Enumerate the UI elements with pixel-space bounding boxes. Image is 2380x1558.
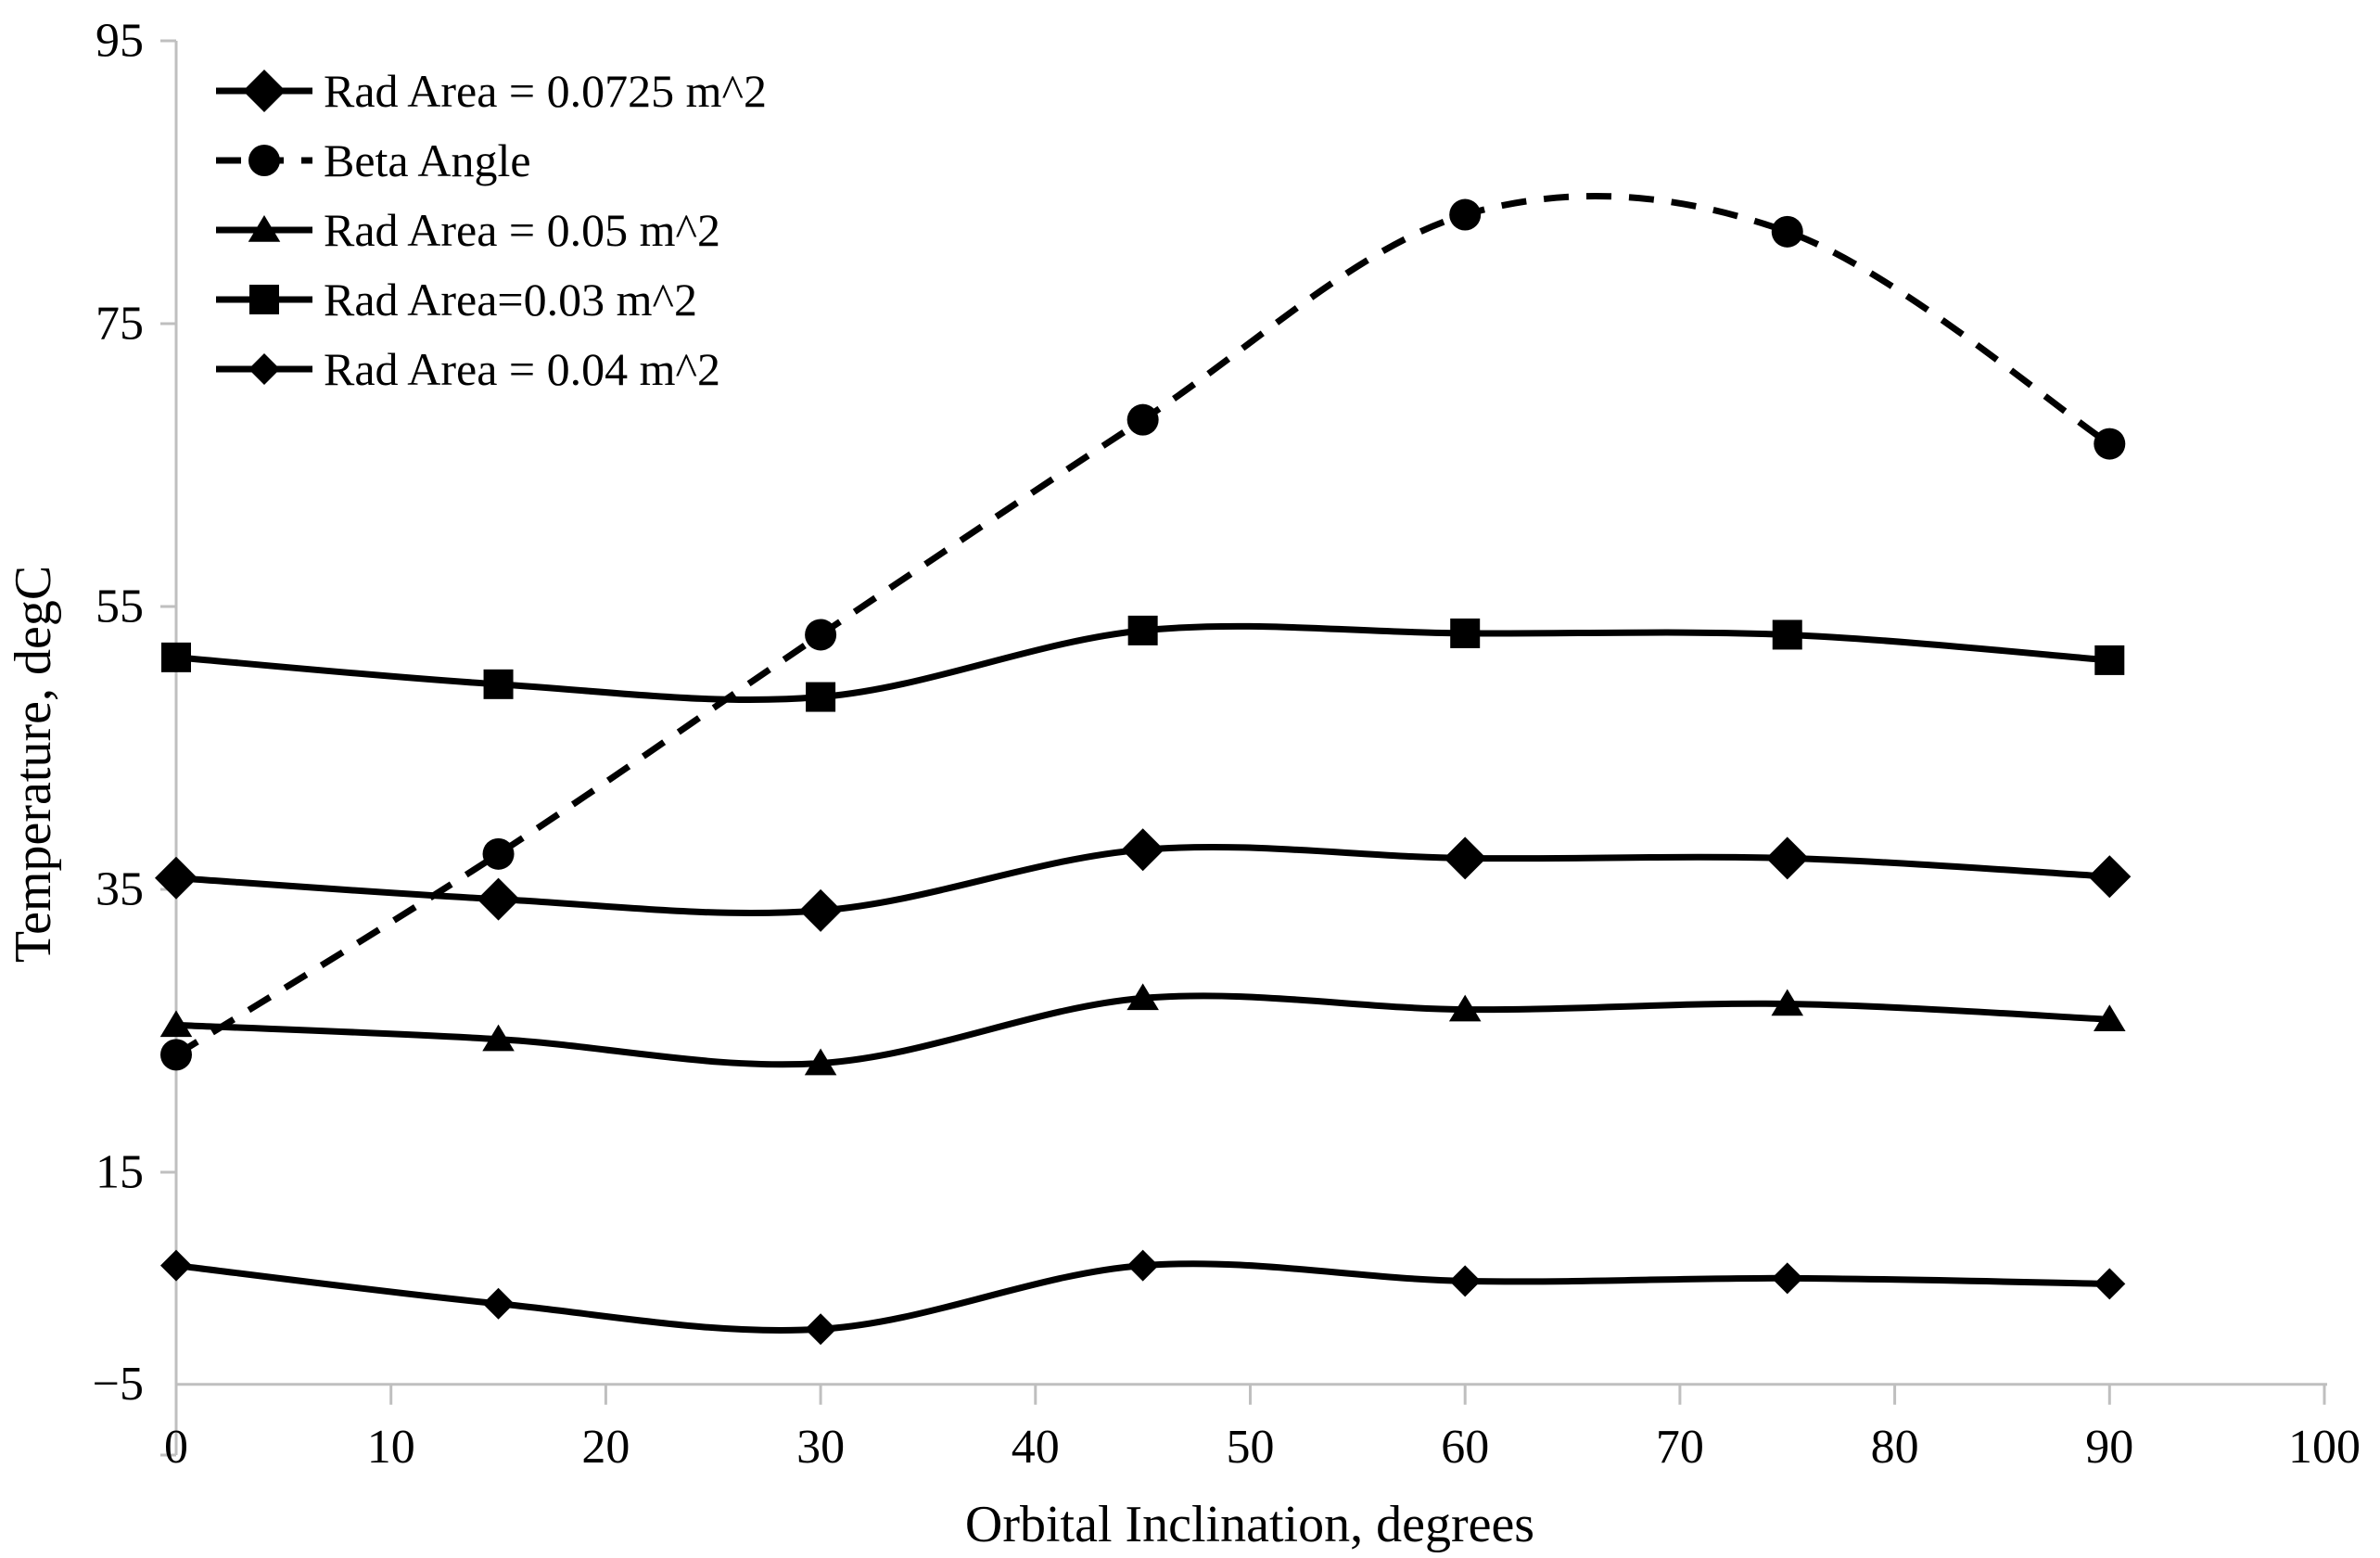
y-tick-label: 75 <box>95 297 144 350</box>
y-tick-label: 55 <box>95 580 144 632</box>
square-marker <box>1450 618 1481 648</box>
circle-marker <box>248 145 280 176</box>
triangle-marker <box>1448 994 1482 1022</box>
legend-label: Rad Area = 0.0725 m^2 <box>324 65 767 117</box>
series-beta-angle <box>160 193 2126 1071</box>
x-tick-label: 40 <box>1012 1421 1060 1474</box>
axes: 95 75 55 35 15 −5 0 10 20 30 40 50 60 70 80 90 100 <box>93 14 2361 1474</box>
triangle-marker <box>804 1048 837 1076</box>
diamond-marker <box>805 1313 837 1346</box>
circle-marker <box>805 619 837 651</box>
x-tick-label: 30 <box>796 1421 845 1474</box>
x-tick-label: 80 <box>1871 1421 1919 1474</box>
series-rad-area-004 <box>160 1249 2126 1346</box>
diamond-marker <box>1121 828 1165 872</box>
square-marker <box>806 682 836 712</box>
series-rad-area-005 <box>159 983 2126 1076</box>
x-tick-label: 50 <box>1227 1421 1275 1474</box>
circle-marker <box>2094 428 2126 460</box>
diamond-marker <box>248 353 280 385</box>
diamond-marker <box>1449 1265 1482 1297</box>
diamond-marker <box>482 1287 515 1320</box>
triangle-marker <box>248 215 281 242</box>
diamond-marker <box>155 856 197 900</box>
y-axis-title: Temperature, degC <box>5 565 62 964</box>
square-marker <box>1772 619 1802 650</box>
triangle-marker <box>482 1024 515 1052</box>
legend-label: Rad Area = 0.04 m^2 <box>324 343 720 395</box>
diamond-marker <box>160 1249 192 1282</box>
x-tick-label: 100 <box>2288 1421 2361 1474</box>
triangle-marker <box>2094 1004 2126 1032</box>
x-tick-label: 0 <box>164 1421 188 1474</box>
x-tick-label: 20 <box>581 1421 630 1474</box>
circle-marker <box>1449 198 1482 231</box>
triangle-marker <box>159 1010 193 1038</box>
x-tick-label: 10 <box>367 1421 415 1474</box>
diamond-marker <box>1771 1262 1803 1295</box>
diamond-marker <box>477 877 520 921</box>
x-tick-label: 60 <box>1441 1421 1489 1474</box>
x-axis-title: Orbital Inclination, degrees <box>964 1496 1535 1553</box>
circle-marker <box>1126 403 1159 436</box>
square-marker <box>249 285 279 314</box>
diamond-marker <box>1126 1249 1159 1282</box>
series-rad-area-003 <box>161 615 2125 712</box>
y-tick-label: −5 <box>93 1358 144 1411</box>
series-rad-area-0725 <box>155 828 2132 932</box>
circle-marker <box>1771 215 1803 248</box>
triangle-marker <box>1771 989 1804 1016</box>
legend-label: Rad Area=0.03 m^2 <box>324 274 697 326</box>
y-tick-label: 95 <box>95 14 144 67</box>
diamond-marker <box>243 70 286 112</box>
legend: Rad Area = 0.0725 m^2 Beta Angle Rad Area … <box>216 65 767 395</box>
x-tick-label: 70 <box>1656 1421 1704 1474</box>
x-tick-label: 90 <box>2085 1421 2133 1474</box>
legend-label: Beta Angle <box>324 134 531 186</box>
y-tick-label: 15 <box>95 1145 144 1198</box>
square-marker <box>2094 645 2125 675</box>
square-marker <box>483 669 514 699</box>
square-marker <box>161 642 191 672</box>
square-marker <box>1127 615 1158 645</box>
legend-label: Rad Area = 0.05 m^2 <box>324 204 720 256</box>
diamond-marker <box>2088 855 2132 899</box>
triangle-marker <box>1126 983 1159 1011</box>
circle-marker <box>160 1039 192 1071</box>
circle-marker <box>482 837 515 870</box>
diamond-marker <box>1444 836 1487 880</box>
diamond-marker <box>1765 836 1809 880</box>
diamond-marker <box>2094 1268 2126 1300</box>
diamond-marker <box>799 888 843 932</box>
y-tick-label: 35 <box>95 862 144 915</box>
